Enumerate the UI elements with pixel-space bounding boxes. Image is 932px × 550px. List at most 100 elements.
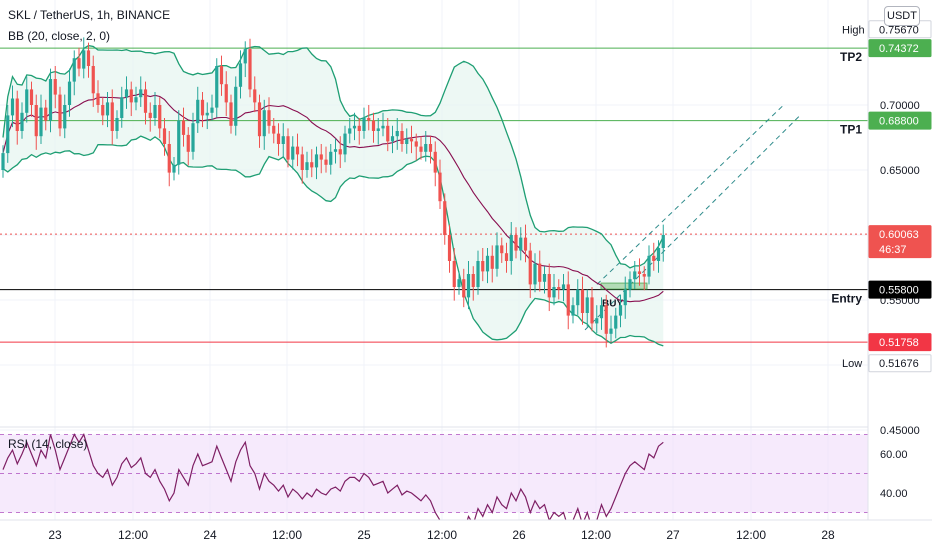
candle-body — [319, 154, 323, 160]
channel-upper — [596, 103, 786, 285]
candle-body — [272, 125, 276, 134]
candle-body — [595, 318, 599, 324]
candle-body — [485, 255, 490, 272]
price-tick: 0.65000 — [880, 165, 920, 177]
candle-body — [362, 118, 366, 131]
candle-body — [386, 125, 390, 142]
candle-body — [86, 50, 91, 66]
price-tag-value: 0.51758 — [879, 337, 919, 349]
candle-body — [528, 250, 532, 285]
candle-body — [500, 245, 504, 254]
currency-button[interactable]: USDT — [884, 6, 920, 26]
candle-body — [205, 112, 209, 116]
candle-body — [153, 105, 157, 118]
candle-body — [447, 235, 452, 261]
candle-body — [509, 235, 513, 261]
candle-body — [167, 144, 171, 173]
time-tick: 12:00 — [736, 528, 766, 542]
price-tag-value: 0.60063 — [879, 229, 919, 241]
time-tick: 26 — [512, 528, 526, 542]
candle-body — [424, 144, 428, 152]
candle-body — [585, 297, 589, 313]
candle-body — [609, 328, 613, 334]
rsi-tick: 40.00 — [880, 488, 908, 500]
candle-body — [552, 287, 556, 298]
candle-body — [262, 110, 266, 137]
candle-body — [96, 93, 100, 105]
candle-body — [15, 98, 19, 131]
rsi-series — [2, 433, 664, 537]
candle-body — [324, 159, 328, 165]
candle-body — [148, 112, 152, 118]
price-tag-value: 0.75670 — [879, 24, 919, 36]
candle-body — [281, 136, 285, 144]
candle-body — [53, 79, 57, 95]
time-axis-bg — [0, 520, 932, 550]
bb-band-area — [3, 45, 664, 346]
candle-body — [77, 58, 81, 69]
candle-body — [34, 105, 38, 137]
price-tick: 0.45000 — [880, 425, 920, 437]
candle-body — [6, 115, 10, 154]
candle-body — [495, 245, 499, 269]
candle-body — [542, 274, 547, 282]
candle-body — [291, 146, 295, 160]
candle-body — [633, 271, 637, 280]
time-tick: 28 — [821, 528, 835, 542]
candle-body — [300, 154, 304, 170]
candle-body — [514, 235, 518, 251]
candle-body — [177, 120, 181, 165]
candle-body — [604, 305, 608, 334]
candle-body — [48, 79, 53, 121]
candle-body — [343, 133, 347, 155]
time-tick: 12:00 — [581, 528, 611, 542]
candle-body — [642, 274, 646, 277]
candle-body — [405, 138, 409, 144]
candle-body — [599, 305, 604, 319]
bb-basis-line — [2, 93, 664, 303]
time-tick: 25 — [357, 528, 371, 542]
rsi-line — [2, 433, 664, 537]
bb-lower-line — [2, 135, 664, 347]
candle-body — [329, 151, 333, 165]
candle-body — [443, 201, 447, 235]
candle-body — [124, 89, 129, 98]
candle-body — [229, 102, 233, 126]
candle-body — [381, 125, 385, 129]
price-tag — [868, 225, 932, 259]
candle-body — [452, 261, 456, 287]
candle-body — [253, 89, 257, 103]
candle-body — [348, 128, 352, 134]
candle-body — [10, 98, 15, 116]
candle-body — [457, 279, 461, 287]
level-name: TP2 — [840, 50, 862, 64]
candle-body — [661, 235, 665, 248]
time-tick: 12:00 — [118, 528, 148, 542]
candle-body — [428, 144, 433, 152]
candle-body — [172, 164, 176, 173]
candle-body — [238, 63, 243, 87]
candle-body — [481, 261, 485, 272]
candle-body — [20, 112, 24, 131]
candle-body — [314, 154, 319, 168]
price-tag-value: 0.74372 — [879, 43, 919, 55]
candle-body — [390, 136, 395, 142]
price-tag — [868, 111, 932, 130]
candle-body — [234, 86, 238, 126]
time-tick: 23 — [48, 528, 62, 542]
candles — [1, 37, 665, 348]
buy-zone — [600, 282, 648, 290]
candle-body — [224, 84, 228, 103]
candle-body — [409, 138, 414, 142]
candle-body — [462, 279, 466, 298]
candle-body — [129, 89, 133, 103]
candle-body — [72, 58, 76, 82]
candle-body — [376, 128, 380, 131]
candle-body — [215, 66, 219, 108]
time-tick: 27 — [666, 528, 680, 542]
candle-body — [63, 105, 67, 129]
rsi-tick: 60.00 — [880, 449, 908, 461]
candle-body — [590, 297, 594, 324]
